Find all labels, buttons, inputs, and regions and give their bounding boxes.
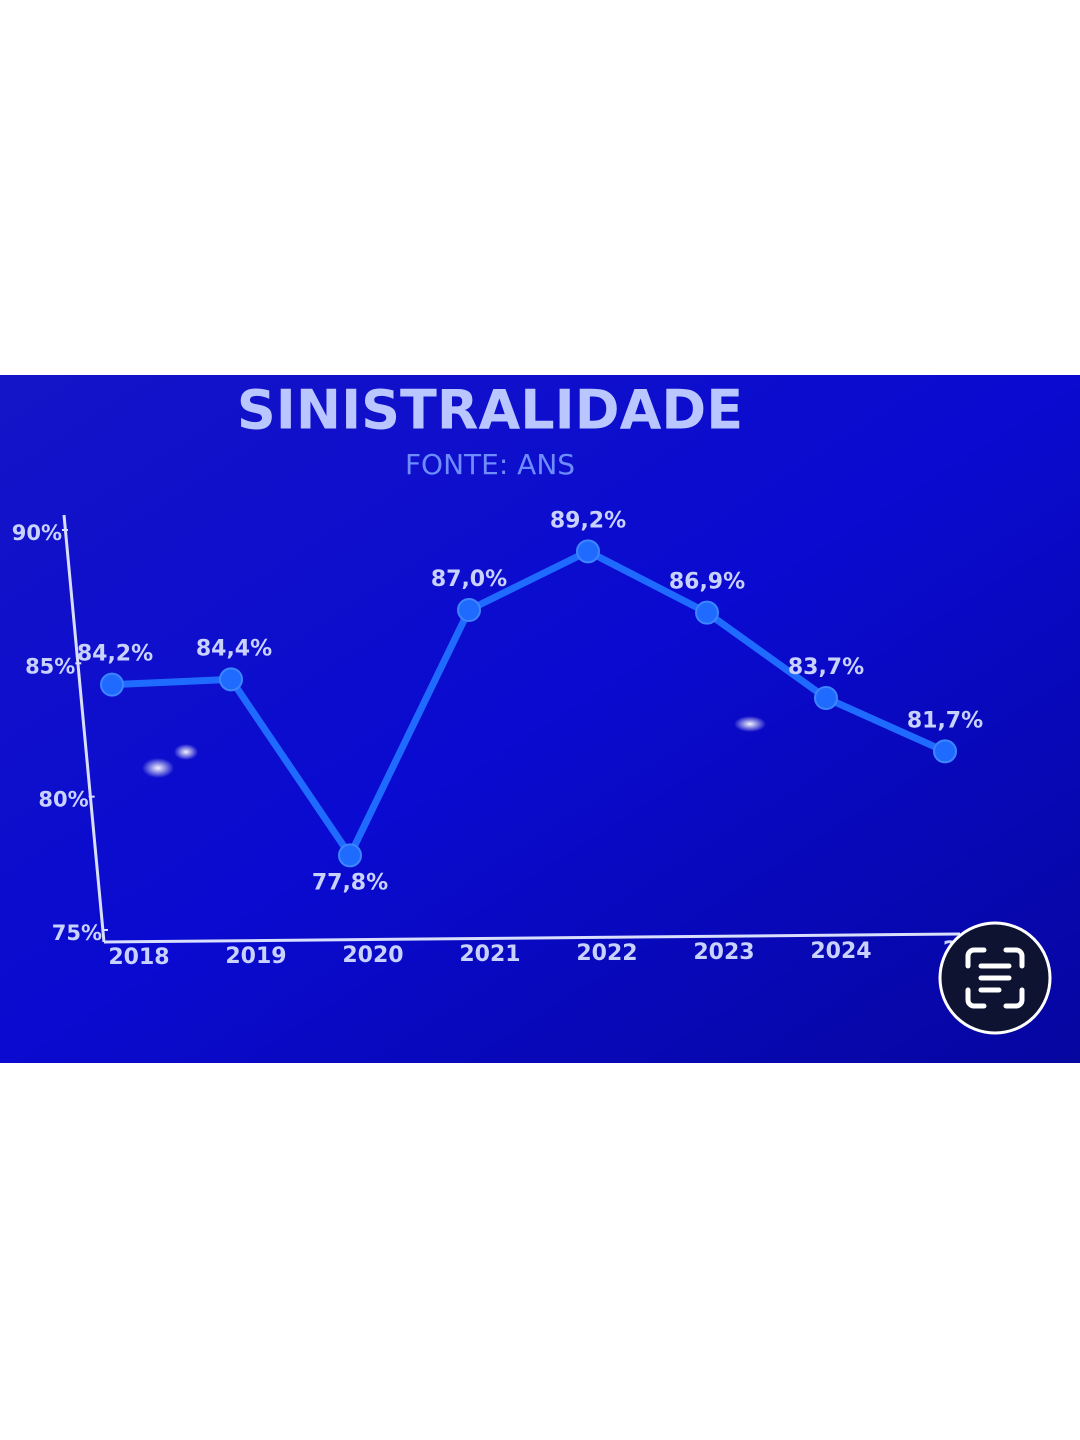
data-label: 77,8% bbox=[312, 870, 388, 895]
data-label: 83,7% bbox=[788, 655, 864, 680]
y-tick-label: 90% bbox=[12, 521, 62, 545]
x-tick-label: 2020 bbox=[342, 943, 403, 968]
y-axis bbox=[62, 514, 106, 943]
data-point bbox=[219, 667, 243, 692]
text-icon bbox=[978, 963, 1012, 993]
light-glare bbox=[174, 744, 198, 760]
y-tick-label: 75% bbox=[52, 921, 102, 945]
plot-area: 75% 80% 85% 90% 2018 2019 2020 2021 2022 2023 2024… bbox=[12, 508, 983, 970]
data-point bbox=[814, 686, 838, 710]
x-tick-label: 2018 bbox=[108, 945, 169, 970]
y-tick-label: 85% bbox=[25, 654, 75, 678]
data-point bbox=[695, 600, 719, 625]
light-glare bbox=[142, 758, 174, 778]
text-recognition-button[interactable] bbox=[938, 921, 1052, 1035]
data-label: 86,9% bbox=[669, 570, 745, 595]
x-tick-label: 2024 bbox=[810, 939, 871, 964]
data-point bbox=[576, 539, 600, 564]
data-label: 84,2% bbox=[77, 642, 153, 667]
screen-background bbox=[0, 375, 1080, 1063]
data-label: 81,7% bbox=[907, 708, 983, 733]
x-tick-label: 2022 bbox=[576, 941, 637, 966]
x-tick-label: 2019 bbox=[225, 944, 286, 969]
x-axis bbox=[103, 932, 961, 944]
data-point bbox=[933, 739, 957, 764]
x-tick-label: 2023 bbox=[693, 940, 754, 965]
line bbox=[111, 547, 947, 859]
light-glare bbox=[734, 716, 766, 732]
data-point bbox=[457, 598, 481, 622]
data-point bbox=[100, 672, 124, 697]
y-tick-label: 80% bbox=[38, 788, 88, 812]
data-label: 89,2% bbox=[550, 508, 626, 533]
chart-subtitle: FONTE: ANS bbox=[405, 448, 575, 481]
chart-title: SINISTRALIDADE bbox=[237, 379, 743, 442]
x-tick-label: 2021 bbox=[459, 942, 520, 967]
scan-icon bbox=[965, 947, 1025, 1009]
data-point bbox=[338, 843, 362, 868]
data-label: 84,4% bbox=[196, 636, 272, 661]
data-label: 87,0% bbox=[431, 567, 507, 592]
